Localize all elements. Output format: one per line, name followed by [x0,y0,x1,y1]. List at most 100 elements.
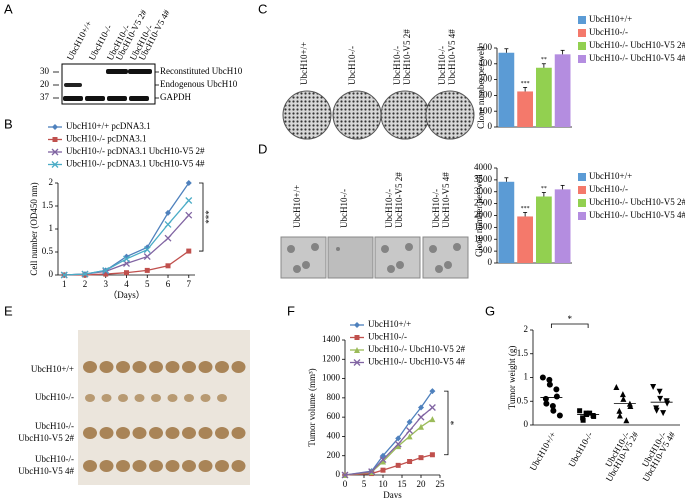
significance-bracket [199,182,204,252]
x-tick-label: 6 [166,279,171,289]
y-tick-label: 0 [488,121,493,131]
colony [302,261,310,269]
tumor [149,460,163,472]
y-tick-label: 2000 [474,210,493,220]
point [616,407,623,414]
legend-swatch [578,212,586,220]
y-tick-label: 2500 [474,198,493,208]
band [85,96,105,101]
marker-label: 37 [40,92,50,102]
tumor [132,427,147,439]
y-tick-label: 500 [479,42,493,52]
tumor-photo [78,330,250,485]
y-tick-label: 0 [488,257,493,267]
agar-image [280,236,327,279]
tumor [182,460,196,472]
y-tick-label: 1500 [474,221,493,231]
tumor [116,427,130,439]
tumor [231,427,246,439]
lane-label: UbcH10-/- [392,46,402,85]
y-tick-label: 100 [479,105,493,115]
panel-letter: E [4,303,13,318]
row-label: UbcH10-V5 2# [18,433,74,443]
tumor [83,361,97,373]
bar-label: ** [541,186,547,192]
tumor [231,460,246,472]
point [549,403,556,409]
colony [287,245,295,253]
tumor [165,460,180,472]
x-tick-label: 7 [187,279,192,289]
tumor [198,427,213,439]
legend-swatch [578,29,586,37]
plate [425,90,475,140]
legend-label: UbcH10-/- UbcH10-V5 4# [589,53,685,63]
point [660,410,667,417]
lane-label: UbcH10-/- [384,189,394,228]
point [406,427,414,435]
tumor [83,427,97,439]
point [353,359,361,366]
point [165,209,172,216]
significance-label: * [449,420,459,425]
point [429,416,436,423]
marker-label: 30 [40,66,50,76]
legend-swatch [578,186,586,194]
y-tick-label: 300 [479,74,493,84]
band [128,69,152,74]
point [52,137,58,142]
point [51,161,59,168]
tumor [200,394,211,402]
point [418,404,424,411]
x-tick-label: 5 [145,279,150,289]
lane-label: UbcH10-V5 4# [441,172,451,228]
bar-label: ** [541,57,547,63]
tumor [149,427,163,439]
tumor [85,394,95,402]
legend-label: UbcH10-/- UbcH10-V5 2# [589,197,685,207]
tumor [99,427,114,439]
tumor [99,361,114,373]
x-tick-label: 25 [436,479,446,489]
x-tick-label: 0 [343,479,348,489]
point [341,471,349,479]
colony [311,243,319,251]
x-tick-label: 15 [398,479,408,489]
tumor [215,460,229,472]
y-tick-label: 400 [479,58,493,68]
y-tick-label: 1000 [322,373,341,383]
colony [387,265,395,273]
x-axis-label: Days [383,490,402,498]
y-tick-label: 200 [327,450,341,460]
point [165,263,171,269]
y-tick-label: 400 [327,430,341,440]
point [620,395,627,402]
colony [444,261,452,269]
legend-swatch [578,173,586,181]
tumor [182,361,196,373]
tumor [198,361,213,373]
row-label: UbcH10-/- [35,421,74,431]
point [406,418,413,425]
tumor [99,460,114,472]
significance-bracket [550,323,589,328]
x-tick-label: 4 [124,279,129,289]
y-axis-label: Tumor volume (mm³) [307,368,317,446]
y-tick-label: 2 [524,324,529,334]
panel-letter: D [258,141,267,156]
agar-image [327,236,374,279]
tumor [231,361,246,373]
point [664,400,671,407]
point [185,211,193,219]
band-label: Reconstituted UbcH10 [160,66,243,76]
lane-label: UbcH10-V5 2# [394,172,404,228]
y-axis-label: Tumor weight (g) [507,346,517,410]
plate [332,90,382,140]
point [103,271,109,277]
point [164,234,172,242]
legend-label: UbcH10+/+ [589,14,632,24]
lane-label: UbcH10-/- [339,189,349,228]
significance-bracket [444,390,449,456]
legend-label: UbcH10-/- [368,332,407,342]
lane-label: UbcH10-/- [431,189,441,228]
